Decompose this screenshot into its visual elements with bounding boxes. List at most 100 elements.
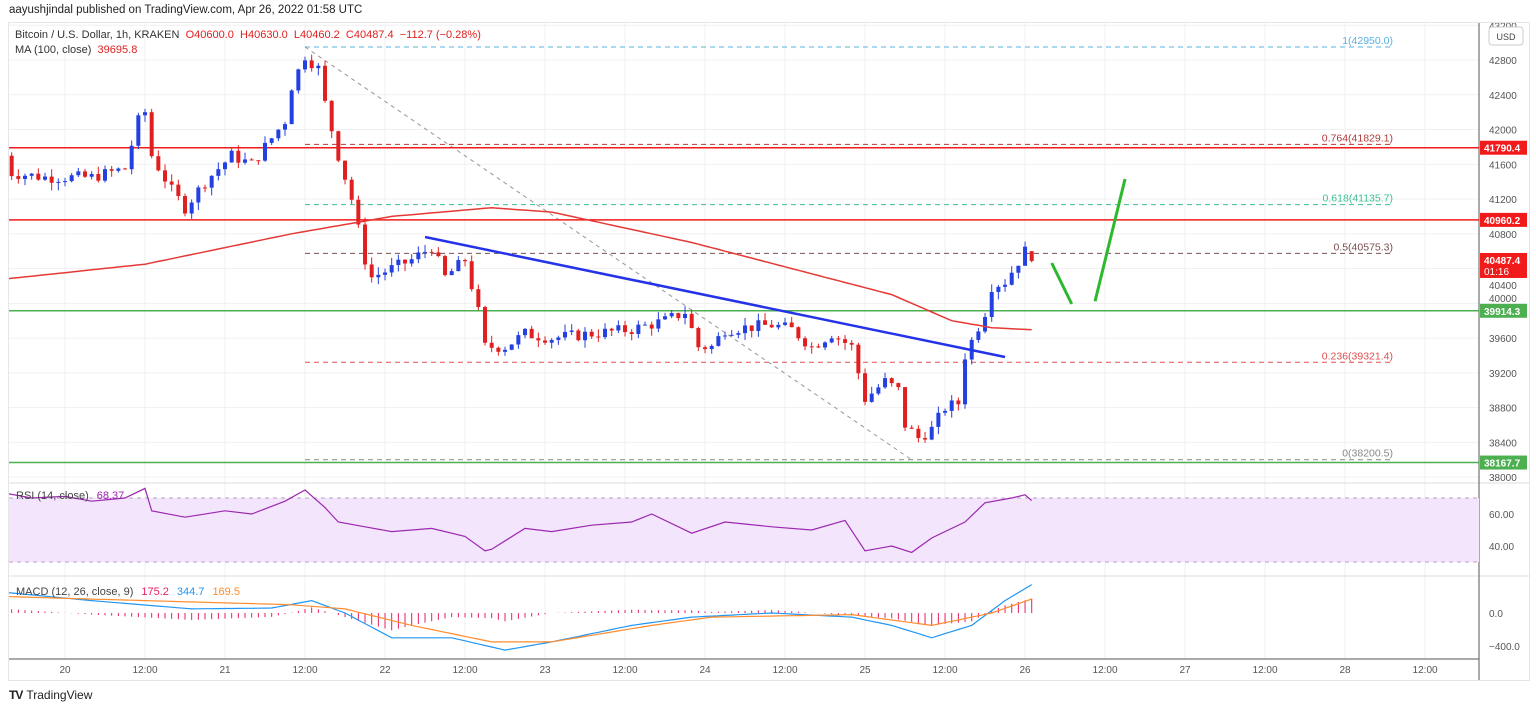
rsi-tick-label: 40.00 [1489, 542, 1514, 553]
publisher-line: aayushjindal published on TradingView.co… [9, 4, 363, 16]
candle-body [356, 199, 361, 225]
candle-body [929, 426, 934, 440]
candle-body [543, 340, 548, 343]
candle-body [363, 224, 368, 265]
fib-level-label: 0(38200.5) [1342, 448, 1393, 460]
candle-body [236, 150, 241, 163]
candle-body [243, 159, 248, 163]
candle-body [303, 60, 308, 70]
candle-body [569, 330, 574, 332]
candle-body [343, 160, 348, 180]
ma-value: 39695.8 [97, 44, 138, 56]
candle-body [209, 175, 214, 188]
candle-body [156, 156, 161, 171]
price-tick-label: 40400 [1489, 281, 1517, 292]
price-tick-label: 38000 [1489, 473, 1517, 484]
candle-body [823, 342, 828, 348]
currency-label: USD [1496, 32, 1516, 42]
ma100-line [4, 206, 1032, 331]
candle-body [289, 90, 294, 125]
rsi-band [9, 498, 1479, 562]
candle-body [916, 428, 921, 439]
candle-body [109, 169, 114, 171]
level-tag [1480, 140, 1527, 155]
candle-body [516, 335, 521, 345]
candle-body [956, 400, 961, 405]
candle-body [856, 344, 861, 374]
time-tick-label: 25 [859, 665, 871, 676]
candle-body [129, 145, 134, 170]
candle-body [136, 115, 141, 146]
chart-svg[interactable]: 4320042800424004200041600412004080040400… [2, 21, 1529, 680]
rsi-tick-label: 60.00 [1489, 510, 1514, 521]
candle-body [756, 320, 761, 331]
candle-body [803, 338, 808, 347]
candle-body [669, 313, 674, 317]
tradingview-logo[interactable]: TV TradingView [9, 688, 92, 702]
candle-body [1003, 284, 1008, 287]
tv-logo-icon: TV [9, 688, 23, 702]
fib-level-label: 1(42950.0) [1342, 35, 1393, 47]
candle-body [1016, 265, 1021, 273]
candle-body [576, 330, 581, 341]
time-tick-label: 23 [539, 665, 551, 676]
candle-body [396, 259, 401, 266]
projection-arrow [1093, 178, 1127, 302]
candle-body [549, 339, 554, 343]
candle-body [283, 124, 288, 130]
candle-body [663, 316, 668, 320]
candle-body [796, 327, 801, 339]
candle-body [649, 324, 654, 329]
candle-body [943, 410, 948, 413]
candle-body [809, 346, 814, 348]
candle-body [36, 173, 41, 180]
time-tick-label: 12:00 [933, 665, 958, 676]
candle-body [249, 159, 254, 161]
candle-body [623, 325, 628, 333]
candle-body [769, 324, 774, 328]
candle-body [76, 171, 81, 176]
candle-body [296, 69, 301, 91]
candle-body [336, 131, 341, 161]
candle-body [609, 328, 614, 331]
price-tick-label: 42000 [1489, 126, 1517, 137]
candle-body [96, 173, 101, 181]
price-tick-label: 41200 [1489, 195, 1517, 206]
candle-body [376, 274, 381, 278]
candle-body [563, 331, 568, 338]
ma-label: MA (100, close) [15, 44, 92, 56]
candle-body [583, 331, 588, 341]
candle-body [816, 346, 821, 348]
candle-body [383, 272, 388, 275]
candle-body [83, 171, 88, 177]
price-tick-label: 38400 [1489, 438, 1517, 449]
open-value: O40600.0 [185, 29, 234, 41]
candle-body [923, 438, 928, 440]
candle-body [349, 179, 354, 200]
candle-body [949, 400, 954, 411]
chart-legend: Bitcoin / U.S. Dollar, 1h, KRAKEN O40600… [15, 28, 481, 58]
candle-body [996, 286, 1001, 292]
time-tick-label: 22 [379, 665, 391, 676]
candle-body [909, 427, 914, 429]
candle-body [703, 347, 708, 350]
candle-body [529, 328, 534, 339]
candle-body [456, 260, 461, 272]
candle-body [449, 271, 454, 276]
candle-body [509, 344, 514, 350]
candle-body [776, 324, 781, 328]
candle-body [429, 251, 434, 253]
candle-body [483, 307, 488, 343]
candle-body [523, 328, 528, 336]
candle-body [676, 313, 681, 319]
fib-diagonal [304, 46, 912, 461]
fib-level-label: 0.236(39321.4) [1322, 350, 1393, 362]
time-tick-label: 26 [1019, 665, 1031, 676]
chart-container[interactable]: 4320042800424004200041600412004080040400… [2, 21, 1530, 681]
candle-body [22, 175, 27, 179]
level-tag [1480, 455, 1527, 470]
time-tick-label: 24 [699, 665, 711, 676]
fib-level-label: 0.618(41135.7) [1323, 193, 1393, 205]
candle-body [29, 173, 34, 176]
price-tick-label: 42800 [1489, 56, 1517, 67]
